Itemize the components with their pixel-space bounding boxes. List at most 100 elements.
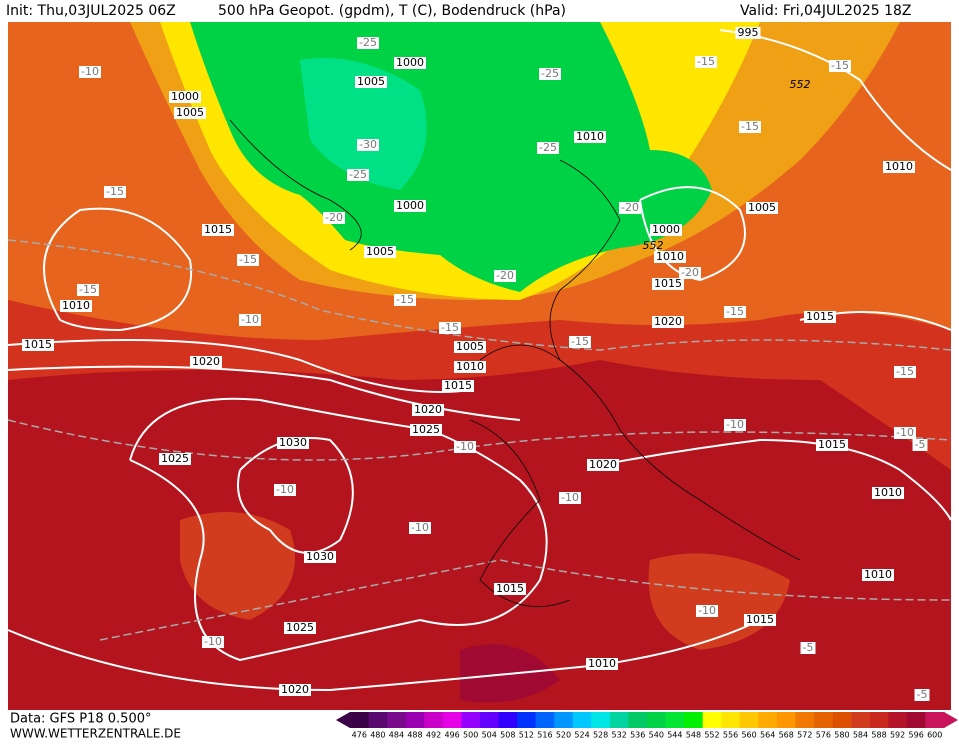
pressure-label: 1020 xyxy=(192,355,220,368)
colorbar-arrow-right xyxy=(944,712,958,728)
temperature-label-group: -10 xyxy=(696,604,718,617)
temperature-label-box xyxy=(409,522,431,534)
temperature-label-group: -15 xyxy=(829,59,851,72)
temperature-label-box xyxy=(347,169,369,181)
pressure-label-box xyxy=(587,459,619,471)
pressure-label-group: 1020 xyxy=(412,403,444,416)
pressure-label-group: 1015 xyxy=(816,438,848,451)
temperature-label-box xyxy=(619,202,641,214)
pressure-label-box xyxy=(355,76,387,88)
temperature-label: -15 xyxy=(831,59,849,72)
temperature-label-box xyxy=(454,441,476,453)
temperature-label-box xyxy=(829,60,851,72)
pressure-label-group: 1025 xyxy=(410,423,442,436)
pressure-label: 1010 xyxy=(656,250,684,263)
temperature-label: -25 xyxy=(541,67,559,80)
pressure-label: 1030 xyxy=(279,436,307,449)
pressure-label-group: 1005 xyxy=(174,106,206,119)
temperature-label-group: -20 xyxy=(323,211,345,224)
temperature-label: -20 xyxy=(681,266,699,279)
pressure-label-box xyxy=(652,316,684,328)
pressure-label-box xyxy=(394,200,426,212)
colorbar-swatch xyxy=(869,712,889,728)
pressure-label-group: 1015 xyxy=(744,613,776,626)
temperature-label: -20 xyxy=(496,269,514,282)
website: WWW.WETTERZENTRALE.DE xyxy=(10,727,181,741)
colorbar-swatch xyxy=(702,712,722,728)
temperature-label-box xyxy=(494,270,516,282)
pressure-label: 1015 xyxy=(204,223,232,236)
temperature-label-group: -15 xyxy=(739,120,761,133)
temperature-label: -15 xyxy=(239,253,257,266)
colorbar-label: 532 xyxy=(612,731,627,740)
pressure-label: 1020 xyxy=(654,315,682,328)
temperature-label-box xyxy=(357,37,379,49)
temperature-label-box xyxy=(77,284,99,296)
temperature-label: -25 xyxy=(349,168,367,181)
temperature-label: -10 xyxy=(411,521,429,534)
temperature-label: -5 xyxy=(917,688,928,701)
temperature-label-box xyxy=(894,366,916,378)
pressure-label-box xyxy=(277,437,309,449)
colorbar-label: 588 xyxy=(871,731,886,740)
temperature-label: -10 xyxy=(241,313,259,326)
colorbar-swatch xyxy=(925,712,945,728)
colorbar-label: 584 xyxy=(853,731,868,740)
pressure-label-box xyxy=(394,57,426,69)
pressure-label-box xyxy=(412,404,444,416)
pressure-label-box xyxy=(862,569,894,581)
colorbar-swatch xyxy=(721,712,741,728)
temperature-label: -15 xyxy=(896,365,914,378)
temperature-label: -15 xyxy=(697,55,715,68)
temperature-label-box xyxy=(439,322,461,334)
colorbar-label: 520 xyxy=(556,731,571,740)
pressure-label-box xyxy=(804,311,836,323)
temperature-label-group: -20 xyxy=(679,266,701,279)
colorbar-label: 508 xyxy=(500,731,515,740)
colorbar-swatch xyxy=(684,712,704,728)
colorbar-swatch xyxy=(906,712,926,728)
temperature-label-box xyxy=(537,142,559,154)
pressure-label: 1010 xyxy=(885,160,913,173)
pressure-label-group: 1010 xyxy=(883,160,915,173)
colorbar-label: 600 xyxy=(927,731,942,740)
temperature-label: -15 xyxy=(726,305,744,318)
temperature-label-box xyxy=(696,605,718,617)
temperature-label-box xyxy=(559,492,581,504)
pressure-label-box xyxy=(872,487,904,499)
temperature-label-box xyxy=(202,636,224,648)
colorbar-label: 592 xyxy=(890,731,905,740)
pressure-label-group: 1015 xyxy=(652,277,684,290)
pressure-label: 1015 xyxy=(806,310,834,323)
pressure-label-group: 1010 xyxy=(60,299,92,312)
pressure-label-group: 1015 xyxy=(22,338,54,351)
pressure-label: 1015 xyxy=(496,582,524,595)
temperature-label-group: -5 xyxy=(912,438,928,451)
pressure-label-box xyxy=(650,224,682,236)
colorbar-swatch xyxy=(387,712,407,728)
colorbar-label: 536 xyxy=(630,731,645,740)
temperature-label-box xyxy=(357,139,379,151)
isotherms xyxy=(7,239,952,641)
temperature-label-group: -10 xyxy=(239,313,261,326)
temperature-label-box xyxy=(724,419,746,431)
colorbar-swatch xyxy=(776,712,796,728)
pressure-label-group: 1010 xyxy=(454,360,486,373)
temperature-label: -25 xyxy=(359,36,377,49)
pressure-label: 1000 xyxy=(396,56,424,69)
temperature-label: -15 xyxy=(396,293,414,306)
pressure-label: 1030 xyxy=(306,550,334,563)
temperature-label: -30 xyxy=(359,138,377,151)
colorbar-label: 496 xyxy=(444,731,459,740)
colorbar-label: 544 xyxy=(667,731,682,740)
temperature-label-group: -15 xyxy=(894,365,916,378)
pressure-label: 1015 xyxy=(24,338,52,351)
temperature-label-box xyxy=(239,314,261,326)
pressure-label: 1015 xyxy=(444,379,472,392)
pressure-label-group: 995 xyxy=(735,26,761,39)
pressure-label: 1000 xyxy=(652,223,680,236)
pressure-label: 1010 xyxy=(864,568,892,581)
pressure-label: 1005 xyxy=(748,201,776,214)
temperature-label-box xyxy=(394,294,416,306)
